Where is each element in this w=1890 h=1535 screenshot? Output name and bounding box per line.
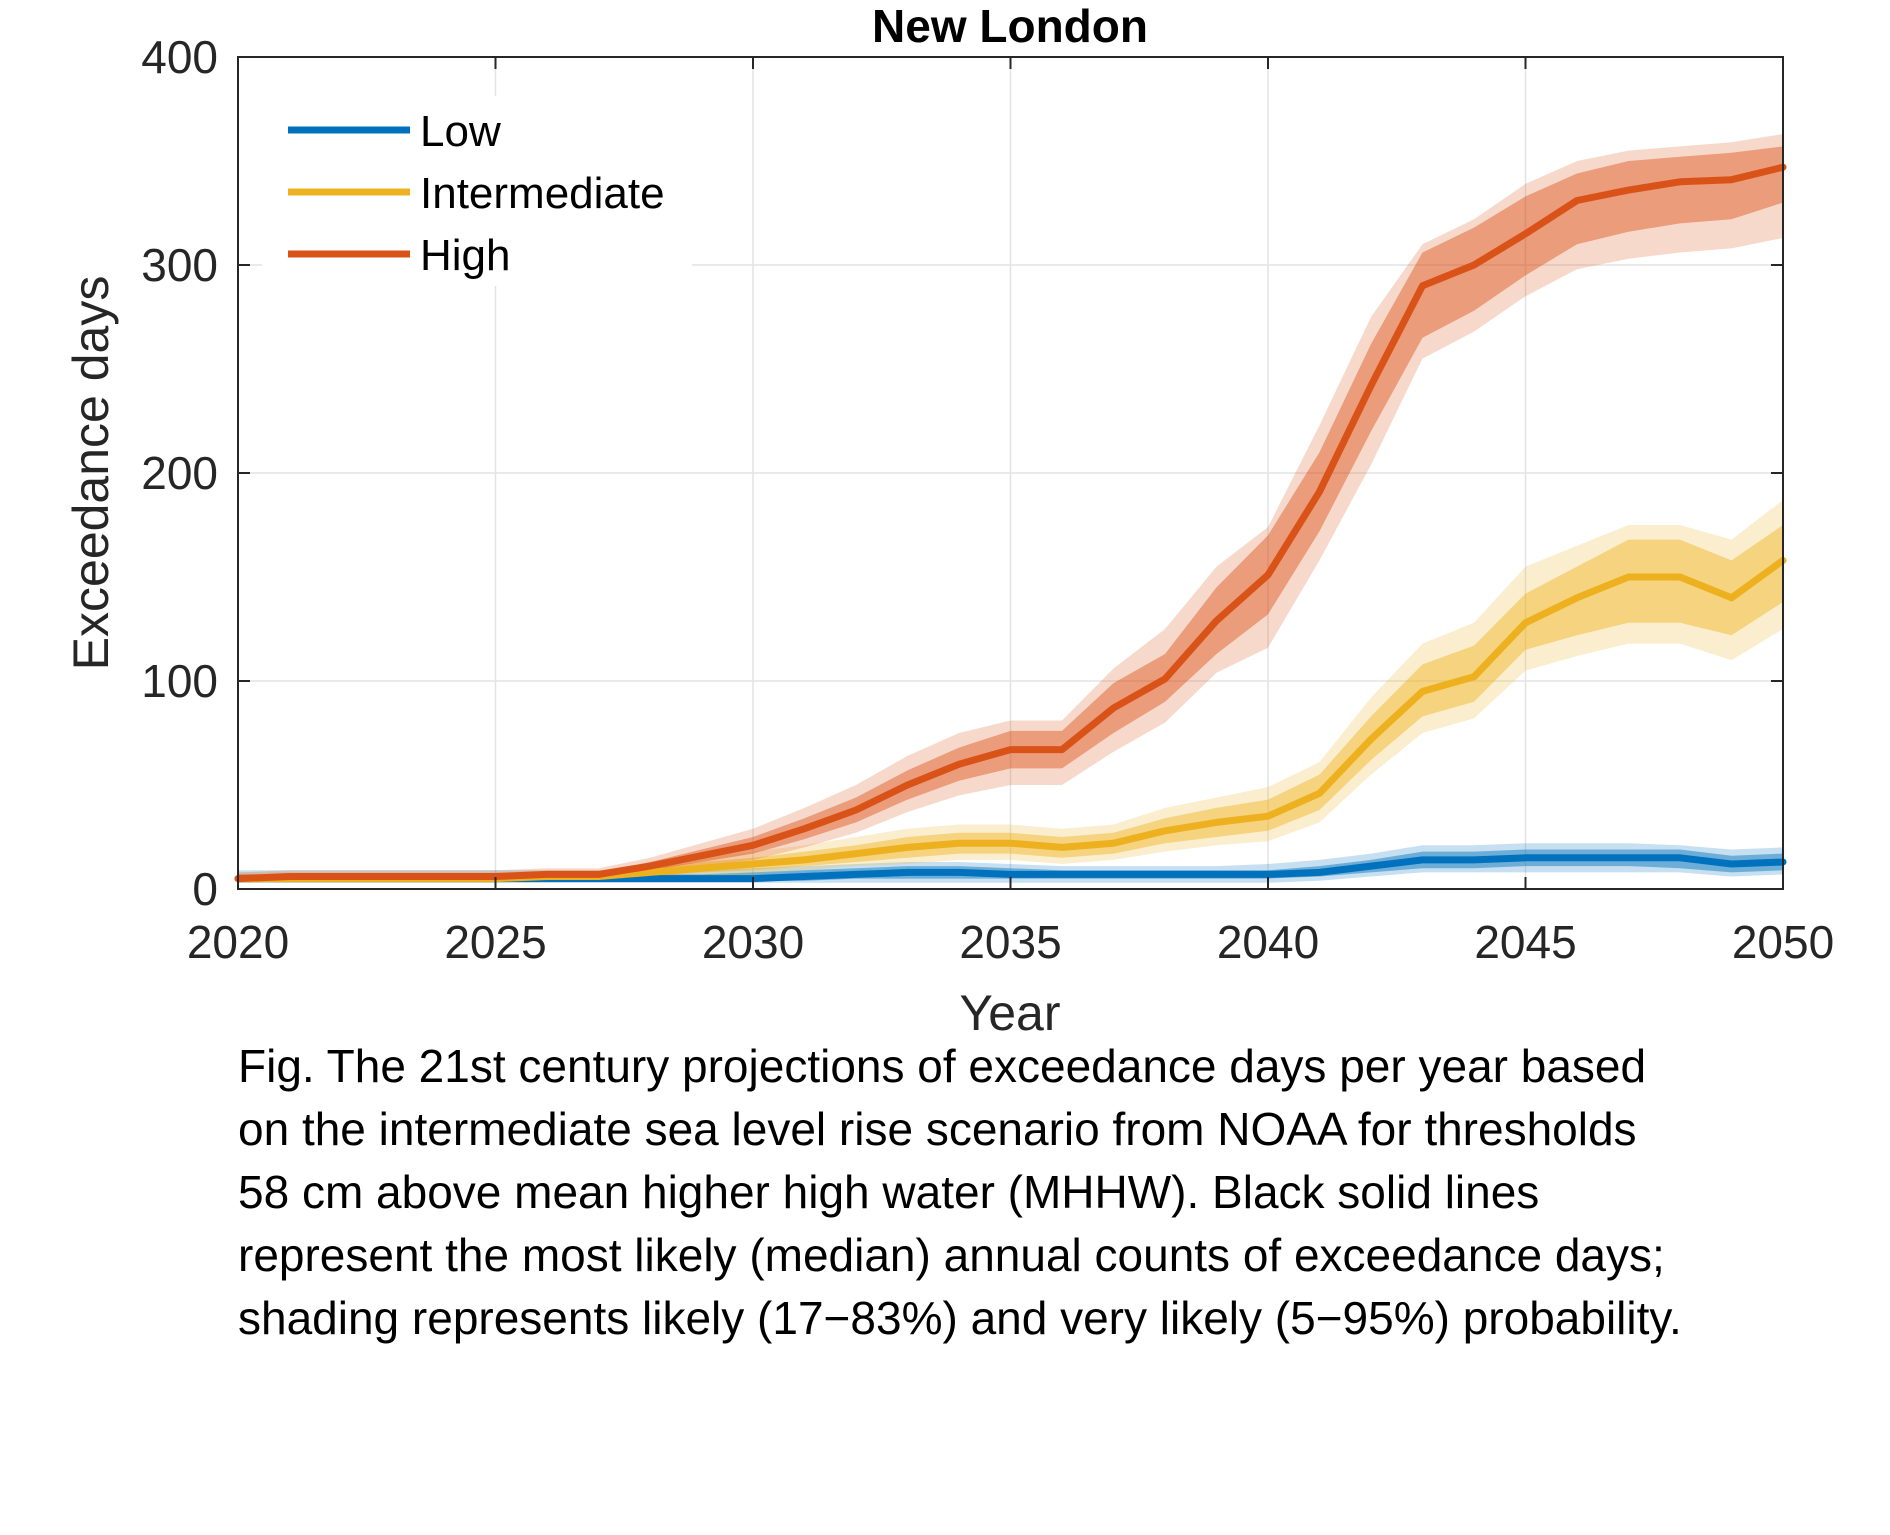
x-tick-label: 2050 (1732, 916, 1834, 968)
chart-title: New London (872, 0, 1148, 52)
y-tick-label: 0 (192, 863, 218, 915)
intermediate-very-likely-band (238, 500, 1783, 883)
axis-ticks: 2020 2025 2030 2035 2040 2045 2050 0 100 200 300 40… (141, 31, 1834, 968)
x-tick-label: 2035 (959, 916, 1061, 968)
intermediate-likely-band (238, 525, 1783, 881)
caption-line: on the intermediate sea level rise scena… (238, 1103, 1637, 1155)
x-tick-label: 2030 (702, 916, 804, 968)
high-legend-label: High (420, 231, 511, 280)
x-axis-label: Year (959, 985, 1060, 1041)
intermediate-legend-label: Intermediate (420, 169, 665, 218)
y-tick-label: 400 (141, 31, 218, 83)
high-median-line (234, 163, 1787, 883)
y-axis-label: Exceedance days (63, 276, 119, 671)
y-tick-label: 300 (141, 239, 218, 291)
caption-line: 58 cm above mean higher high water (MHHW… (238, 1166, 1540, 1218)
caption-line: shading represents likely (17−83%) and v… (238, 1292, 1682, 1344)
x-tick-label: 2045 (1474, 916, 1576, 968)
x-tick-label: 2020 (187, 916, 289, 968)
legend: Low Intermediate High (262, 96, 692, 286)
caption-line: Fig. The 21st century projections of exc… (238, 1040, 1647, 1092)
low-legend-label: Low (420, 107, 501, 156)
x-tick-label: 2025 (444, 916, 546, 968)
x-tick-label: 2040 (1217, 916, 1319, 968)
figure-caption: Fig. The 21st century projections of exc… (238, 1035, 1838, 1350)
y-tick-label: 100 (141, 655, 218, 707)
y-tick-label: 200 (141, 447, 218, 499)
low-likely-band (238, 849, 1783, 881)
high-very-likely-band (238, 134, 1783, 883)
caption-line: represent the most likely (median) annua… (238, 1229, 1665, 1281)
exceedance-chart: 2020 2025 2030 2035 2040 2045 2050 0 100 200 300 40… (63, 0, 1834, 1041)
